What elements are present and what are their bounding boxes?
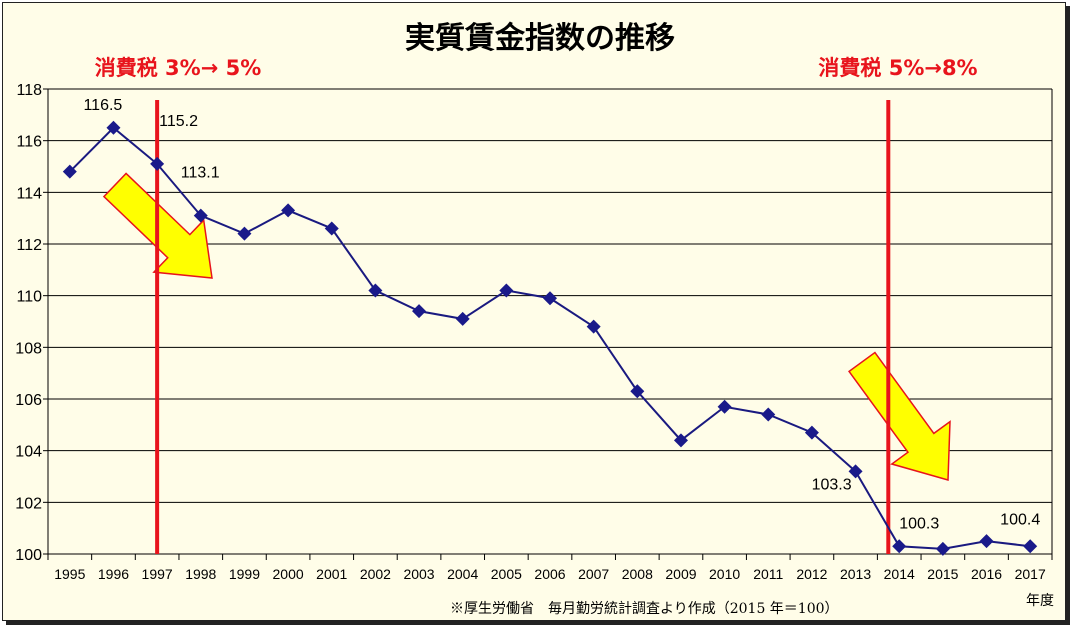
tax-label-2: 消費税 5%→8% (818, 56, 977, 80)
data-point-1997 (150, 156, 165, 171)
y-tick-label: 110 (16, 289, 42, 306)
data-point-2014 (892, 539, 907, 554)
data-point-1996 (106, 120, 121, 135)
x-tick-label: 2005 (491, 566, 522, 582)
data-point-2009 (673, 433, 688, 448)
x-tick-label: 2002 (360, 566, 391, 582)
x-tick-label: 2007 (578, 566, 609, 582)
y-tick-label: 100 (15, 547, 42, 564)
data-point-2004 (455, 311, 470, 326)
grid-lines (43, 88, 1053, 555)
data-point-2005 (499, 283, 514, 298)
data-point-2012 (804, 425, 819, 440)
x-tick-label: 2013 (840, 566, 871, 582)
series-line (69, 126, 1031, 550)
data-label: 115.2 (159, 113, 198, 130)
x-tick-label: 2009 (665, 566, 696, 582)
data-point-2001 (324, 221, 339, 236)
data-point-2008 (630, 384, 645, 399)
series-polyline (69, 126, 1031, 550)
x-tick-label: 1998 (185, 566, 216, 582)
chart-title: 実質賃金指数の推移 (405, 21, 675, 56)
x-tick-label: 2000 (273, 566, 304, 582)
data-label: 113.1 (181, 165, 220, 182)
x-tick-label: 2003 (403, 566, 434, 582)
x-tick-label: 2014 (884, 566, 915, 582)
x-tick-label: 1995 (54, 566, 85, 582)
y-tick-label: 106 (15, 392, 42, 409)
data-point-1995 (62, 164, 77, 179)
tax-label-1: 消費税 3%→ 5% (95, 56, 262, 80)
data-point-2011 (761, 407, 776, 422)
y-tick-label: 104 (15, 444, 42, 461)
data-label: 103.3 (812, 476, 852, 493)
data-point-2006 (543, 291, 557, 306)
x-tick-label: 2008 (622, 566, 653, 582)
y-axis-ticks: 100 102 104 106 108 110 112 114 116 118 (15, 82, 42, 564)
data-label: 116.5 (83, 97, 122, 114)
x-tick-label: 2017 (1015, 566, 1046, 582)
y-tick-label: 112 (16, 237, 42, 254)
x-tick-label: 2010 (709, 566, 740, 582)
x-tick-label: 2016 (971, 566, 1002, 582)
x-tick-label: 2001 (316, 566, 347, 582)
y-tick-label: 108 (15, 340, 42, 357)
data-point-2000 (281, 203, 296, 218)
x-axis-ticks: 1995 1996 1997 1998 1999 2000 2001 2002 2003 2004… (47, 554, 1053, 582)
x-tick-label: 2012 (796, 566, 827, 582)
data-markers (62, 120, 1038, 556)
x-tick-label: 2015 (927, 566, 958, 582)
data-label: 100.3 (899, 515, 939, 532)
y-tick-label: 116 (16, 134, 42, 151)
x-tick-label: 2004 (447, 566, 478, 582)
trend-arrows (102, 172, 951, 481)
data-point-2015 (935, 541, 950, 556)
data-point-1998 (193, 208, 208, 223)
y-tick-label: 114 (16, 185, 42, 202)
data-label: 100.4 (1000, 511, 1040, 528)
data-point-2017 (1023, 539, 1038, 554)
data-point-2003 (412, 304, 427, 319)
tax-lines (155, 100, 891, 554)
data-point-2013 (848, 464, 863, 479)
data-point-2016 (979, 534, 994, 549)
x-tick-label: 1997 (142, 566, 173, 582)
y-tick-label: 118 (16, 82, 42, 99)
data-point-2010 (717, 399, 732, 414)
x-tick-label: 2011 (753, 566, 783, 582)
x-tick-label: 1999 (229, 566, 260, 582)
data-point-2007 (586, 319, 601, 334)
trend-arrow-down (848, 351, 951, 481)
data-point-2002 (368, 283, 383, 298)
y-tick-label: 102 (15, 495, 42, 512)
x-tick-label: 2006 (534, 566, 565, 582)
source-note: ※厚生労働省 毎月勤労統計調査より作成（2015 年＝100） (450, 601, 839, 617)
data-point-1999 (237, 226, 252, 241)
x-tick-label: 1996 (98, 566, 129, 582)
data-labels: 116.5 115.2 113.1 103.3 100.3 100.4 (83, 97, 1040, 533)
x-axis-unit: 年度 (1026, 593, 1054, 609)
